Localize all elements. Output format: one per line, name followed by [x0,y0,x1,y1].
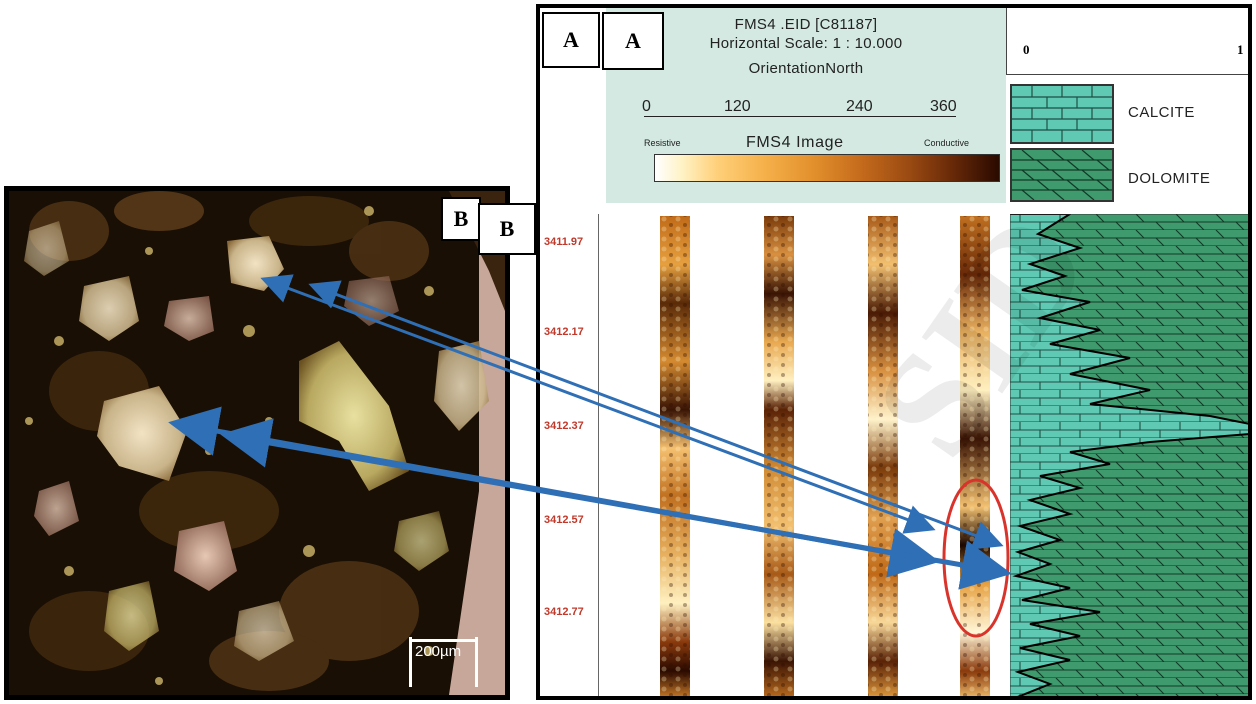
fms-log-panel: FMS4 .EID [C81187] Horizontal Scale: 1 :… [536,4,1252,700]
depth-label-1: 3411.97 [544,236,584,248]
resistive-label: Resistive [644,138,681,148]
depth-label-5: 3412.77 [544,606,584,618]
scale-bar-label: 200µm [415,643,462,660]
lithology-scale-max: 1 [1237,42,1244,57]
lithology-track [1010,214,1248,696]
fms-scale: Horizontal Scale: 1 : 10.000 [709,35,903,52]
depth-label-3: 3412.37 [544,420,584,432]
azimuth-tick-360: 360 [930,98,957,115]
scale-bar-line-bottom [409,639,477,642]
lithology-scale-min: 0 [1023,42,1030,57]
dolomite-brick-pattern [1012,149,1112,201]
fms-orientation: OrientationNorth [748,60,864,77]
depth-axis [598,214,599,696]
panel-b-label-inner: B [478,203,536,255]
legend-dolomite-swatch [1010,148,1114,202]
scale-bar-line [409,637,412,687]
fms-header: FMS4 .EID [C81187] Horizontal Scale: 1 :… [606,8,1006,203]
thin-section-panel: 200µm [4,186,510,700]
panel-a-label-outer: A [542,12,600,68]
depth-label-2: 3412.17 [544,326,584,338]
panel-b-label-outer: B [441,197,481,241]
resistivity-color-bar [654,154,1000,182]
thin-section-image [9,191,505,695]
azimuth-tick-0: 0 [642,98,651,115]
azimuth-tick-240: 240 [846,98,873,115]
conductive-label: Conductive [924,138,970,148]
panel-a-label-inner: A [602,12,664,70]
calcite-brick-pattern [1012,86,1112,142]
legend-dolomite-label: DOLOMITE [1128,170,1211,187]
depth-label-4: 3412.57 [544,514,584,526]
azimuth-tick-120: 120 [724,98,751,115]
scale-bar-tick [475,637,478,687]
fms-image-title: FMS4 Image [746,134,844,151]
legend-calcite-label: CALCITE [1128,104,1195,121]
fms-title: FMS4 .EID [C81187] [734,16,878,33]
legend-calcite-swatch [1010,84,1114,144]
lithology-scale: 0 1 [1006,8,1248,75]
azimuth-axis [644,116,956,117]
scale-bar: 200µm [409,637,481,689]
